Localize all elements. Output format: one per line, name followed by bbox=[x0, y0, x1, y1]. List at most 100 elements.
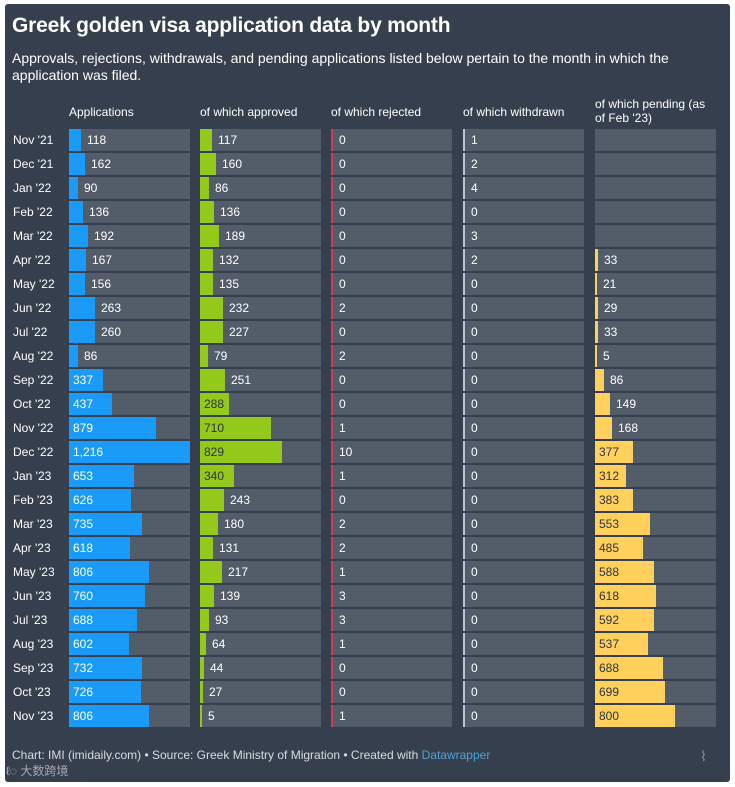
row-label: Nov '22 bbox=[13, 421, 54, 435]
bar-pending bbox=[595, 489, 633, 511]
bar-track-applications: 602 bbox=[69, 633, 190, 655]
bar-withdrawn bbox=[463, 225, 465, 247]
value-label-applications: 760 bbox=[73, 589, 94, 603]
bar-approved bbox=[200, 225, 219, 247]
value-label-pending: 588 bbox=[599, 565, 620, 579]
value-label-withdrawn: 0 bbox=[471, 301, 478, 315]
bar-pending bbox=[595, 609, 654, 631]
value-label-approved: 243 bbox=[230, 493, 251, 507]
value-label-withdrawn: 0 bbox=[471, 637, 478, 651]
bar-applications bbox=[69, 201, 83, 223]
bar-applications bbox=[69, 465, 134, 487]
bar-approved bbox=[200, 681, 203, 703]
row-label: Sep '22 bbox=[13, 373, 54, 387]
bar-track-withdrawn: 0 bbox=[463, 393, 584, 415]
bar-pending bbox=[595, 249, 598, 271]
bar-track-withdrawn: 0 bbox=[463, 609, 584, 631]
value-label-applications: 626 bbox=[73, 493, 94, 507]
bar-approved bbox=[200, 465, 234, 487]
value-label-pending: 800 bbox=[599, 709, 620, 723]
value-label-applications: 732 bbox=[73, 661, 94, 675]
bar-track-withdrawn: 3 bbox=[463, 225, 584, 247]
bar-track-rejected: 0 bbox=[331, 201, 452, 223]
bar-track-pending: 699 bbox=[595, 681, 716, 703]
bar-track-withdrawn: 2 bbox=[463, 153, 584, 175]
bar-track-withdrawn: 4 bbox=[463, 177, 584, 199]
bar-approved bbox=[200, 585, 214, 607]
value-label-approved: 131 bbox=[219, 541, 240, 555]
bar-track-applications: 688 bbox=[69, 609, 190, 631]
bar-withdrawn bbox=[463, 561, 465, 583]
value-label-approved: 139 bbox=[220, 589, 241, 603]
bar-track-approved: 132 bbox=[200, 249, 321, 271]
watermark-mark-icon: ⌇ bbox=[700, 748, 707, 764]
bar-track-approved: 243 bbox=[200, 489, 321, 511]
value-label-rejected: 2 bbox=[339, 301, 346, 315]
bar-track-approved: 160 bbox=[200, 153, 321, 175]
value-label-rejected: 1 bbox=[339, 469, 346, 483]
bar-track-pending bbox=[595, 225, 716, 247]
bar-applications bbox=[69, 273, 85, 295]
bar-track-approved: 136 bbox=[200, 201, 321, 223]
value-label-rejected: 0 bbox=[339, 133, 346, 147]
bar-pending bbox=[595, 417, 612, 439]
value-label-withdrawn: 2 bbox=[471, 157, 478, 171]
bar-rejected bbox=[331, 657, 333, 679]
value-label-applications: 118 bbox=[87, 133, 107, 147]
bar-rejected bbox=[331, 393, 333, 415]
bar-approved bbox=[200, 633, 206, 655]
bar-track-rejected: 3 bbox=[331, 585, 452, 607]
bar-track-pending: 588 bbox=[595, 561, 716, 583]
bar-rejected bbox=[331, 417, 333, 439]
bar-pending bbox=[595, 513, 650, 535]
bar-track-applications: 806 bbox=[69, 705, 190, 727]
value-label-applications: 653 bbox=[73, 469, 94, 483]
bar-applications bbox=[69, 153, 85, 175]
bar-track-rejected: 0 bbox=[331, 681, 452, 703]
value-label-applications: 260 bbox=[101, 325, 122, 339]
bar-track-pending: 688 bbox=[595, 657, 716, 679]
value-label-pending: 33 bbox=[604, 253, 618, 267]
value-label-approved: 829 bbox=[204, 445, 225, 459]
bar-pending bbox=[595, 705, 675, 727]
bar-rejected bbox=[331, 273, 333, 295]
value-label-applications: 618 bbox=[73, 541, 94, 555]
value-label-approved: 180 bbox=[224, 517, 245, 531]
bar-approved bbox=[200, 129, 212, 151]
value-label-approved: 117 bbox=[218, 133, 238, 147]
bar-applications bbox=[69, 297, 95, 319]
bar-track-approved: 5 bbox=[200, 705, 321, 727]
bar-track-withdrawn: 0 bbox=[463, 417, 584, 439]
value-label-rejected: 0 bbox=[339, 493, 346, 507]
bar-applications bbox=[69, 585, 145, 607]
bar-rejected bbox=[331, 345, 333, 367]
value-label-approved: 44 bbox=[210, 661, 224, 675]
bar-track-withdrawn: 0 bbox=[463, 585, 584, 607]
value-label-rejected: 2 bbox=[339, 541, 346, 555]
value-label-rejected: 0 bbox=[339, 229, 346, 243]
value-label-approved: 79 bbox=[214, 349, 228, 363]
row-label: Mar '22 bbox=[13, 229, 53, 243]
bar-track-approved: 135 bbox=[200, 273, 321, 295]
bar-track-approved: 227 bbox=[200, 321, 321, 343]
bar-track-rejected: 0 bbox=[331, 321, 452, 343]
bar-track-applications: 167 bbox=[69, 249, 190, 271]
value-label-withdrawn: 0 bbox=[471, 589, 478, 603]
bar-track-approved: 86 bbox=[200, 177, 321, 199]
bar-track-withdrawn: 0 bbox=[463, 489, 584, 511]
value-label-pending: 149 bbox=[616, 397, 637, 411]
bar-rejected bbox=[331, 201, 333, 223]
value-label-withdrawn: 0 bbox=[471, 469, 478, 483]
bar-withdrawn bbox=[463, 369, 465, 391]
value-label-approved: 340 bbox=[204, 469, 225, 483]
bar-pending bbox=[595, 297, 598, 319]
bar-pending bbox=[595, 681, 665, 703]
value-label-withdrawn: 0 bbox=[471, 325, 478, 339]
bar-track-approved: 710 bbox=[200, 417, 321, 439]
value-label-rejected: 0 bbox=[339, 157, 346, 171]
row-label: May '23 bbox=[13, 565, 55, 579]
footer-brand-link[interactable]: Datawrapper bbox=[421, 748, 491, 762]
value-label-pending: 33 bbox=[604, 325, 618, 339]
bar-rejected bbox=[331, 321, 333, 343]
row-label: Jul '22 bbox=[13, 325, 48, 339]
